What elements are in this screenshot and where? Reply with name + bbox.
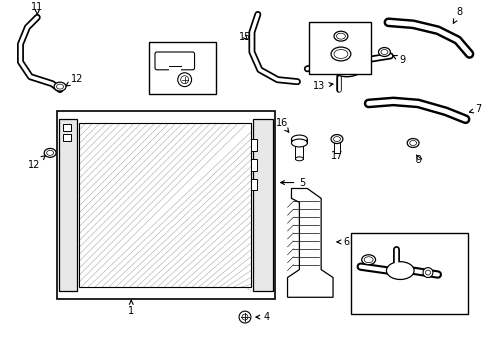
- Bar: [250, 179, 256, 190]
- Circle shape: [425, 270, 429, 275]
- Bar: [59, 119, 77, 291]
- Text: 3: 3: [154, 75, 173, 85]
- Text: 13: 13: [312, 81, 332, 91]
- Bar: [250, 159, 256, 171]
- Text: 10: 10: [349, 24, 364, 37]
- Bar: [57, 111, 274, 299]
- Text: 11: 11: [31, 3, 43, 15]
- Bar: [333, 141, 339, 153]
- Bar: [79, 123, 250, 287]
- Ellipse shape: [364, 257, 372, 263]
- Text: 9: 9: [414, 155, 420, 165]
- Bar: [308, 22, 370, 74]
- Text: 4: 4: [255, 312, 269, 322]
- Bar: [168, 66, 181, 72]
- Text: 5: 5: [280, 177, 305, 188]
- Ellipse shape: [333, 50, 347, 58]
- Text: 14: 14: [314, 25, 326, 35]
- Ellipse shape: [333, 31, 347, 41]
- Ellipse shape: [46, 150, 54, 156]
- Text: 16: 16: [275, 118, 288, 132]
- Bar: [350, 233, 467, 314]
- Ellipse shape: [361, 255, 375, 265]
- Circle shape: [181, 76, 188, 84]
- Ellipse shape: [333, 136, 340, 141]
- Ellipse shape: [57, 84, 63, 89]
- Text: 19: 19: [362, 238, 374, 253]
- Ellipse shape: [336, 33, 345, 39]
- Text: 18: 18: [402, 301, 414, 311]
- Bar: [252, 119, 272, 291]
- Bar: [63, 124, 71, 131]
- Bar: [295, 143, 303, 159]
- Circle shape: [422, 267, 432, 278]
- Bar: [149, 42, 216, 94]
- Text: 7: 7: [468, 104, 481, 114]
- Bar: [250, 139, 256, 151]
- Text: 8: 8: [452, 8, 462, 23]
- Ellipse shape: [44, 148, 56, 157]
- Text: 15: 15: [238, 32, 251, 42]
- Ellipse shape: [407, 139, 418, 148]
- Circle shape: [177, 73, 191, 87]
- Polygon shape: [287, 189, 332, 297]
- Ellipse shape: [330, 47, 350, 61]
- Text: 1: 1: [128, 300, 134, 316]
- Ellipse shape: [291, 139, 306, 147]
- Ellipse shape: [54, 82, 66, 91]
- Text: 20: 20: [425, 280, 437, 301]
- Ellipse shape: [295, 157, 303, 161]
- Text: 2: 2: [179, 44, 185, 54]
- Circle shape: [242, 314, 247, 320]
- Text: 6: 6: [336, 237, 349, 247]
- Text: 12: 12: [28, 156, 45, 170]
- Circle shape: [239, 311, 250, 323]
- FancyBboxPatch shape: [155, 52, 194, 70]
- Ellipse shape: [330, 135, 342, 144]
- Text: 12: 12: [65, 74, 83, 86]
- Ellipse shape: [386, 262, 413, 279]
- Bar: [79, 123, 250, 287]
- Bar: [63, 134, 71, 141]
- Ellipse shape: [378, 48, 389, 57]
- Ellipse shape: [409, 140, 416, 145]
- Ellipse shape: [327, 51, 365, 77]
- Ellipse shape: [380, 50, 387, 54]
- Text: 17: 17: [330, 148, 343, 161]
- Ellipse shape: [291, 135, 306, 143]
- Text: 9: 9: [392, 55, 405, 65]
